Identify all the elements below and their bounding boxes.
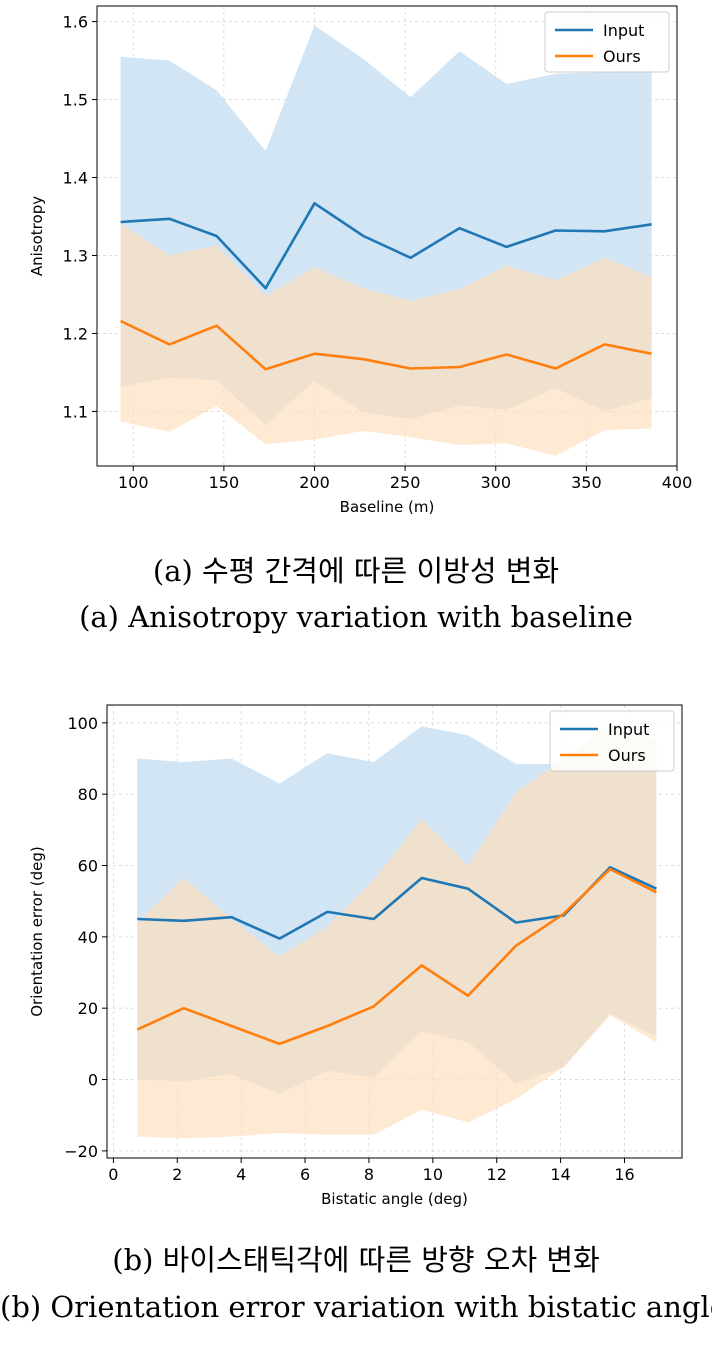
x-tick-label: 0 <box>108 1165 118 1184</box>
y-tick-label: 20 <box>78 999 98 1018</box>
y-axis-label: Orientation error (deg) <box>28 846 46 1017</box>
y-tick-label: 100 <box>67 714 98 733</box>
legend: Input Ours <box>549 710 675 772</box>
x-tick-label: 350 <box>571 473 602 492</box>
series-line-ours <box>136 867 657 1046</box>
y-tick-label: 1.3 <box>63 246 88 265</box>
caption-a-korean: (a) 수평 간격에 따른 이방성 변화 <box>152 554 560 588</box>
y-tick-label: 80 <box>78 785 98 804</box>
x-tick-label: 12 <box>487 1165 507 1184</box>
caption-b-korean: (b) 바이스태틱각에 따른 방향 오차 변화 <box>112 1243 600 1277</box>
x-axis-label: Baseline (m) <box>340 498 435 516</box>
x-tick-label: 2 <box>172 1165 182 1184</box>
anisotropy-chart: 100 150 200 250 300 350 400 1.1 1.2 1.3 1.4 1.5 1.6 B… <box>28 5 693 516</box>
caption-b-english: (b) Orientation error variation with bis… <box>0 1290 712 1324</box>
y-tick-label: 60 <box>78 857 98 876</box>
x-tick-label: 8 <box>364 1165 374 1184</box>
legend-label-ours: Ours <box>603 47 641 66</box>
legend-label-ours: Ours <box>608 746 646 765</box>
x-tick-label: 250 <box>390 473 421 492</box>
x-tick-label: 100 <box>118 473 149 492</box>
orientation-error-chart: 0 2 4 6 8 10 12 14 16 −20 0 20 40 60 80 100 Bistatic ang… <box>28 704 683 1208</box>
x-tick-label: 150 <box>209 473 240 492</box>
y-tick-label: 0 <box>88 1071 98 1090</box>
y-tick-label: 1.6 <box>63 13 88 32</box>
caption-a-english: (a) Anisotropy variation with baseline <box>79 600 633 634</box>
legend: Input Ours <box>544 11 670 73</box>
x-tick-label: 10 <box>423 1165 443 1184</box>
x-axis-label: Bistatic angle (deg) <box>321 1190 468 1208</box>
series-line-input <box>120 202 652 290</box>
y-tick-label: 1.2 <box>63 324 88 343</box>
y-tick-label: 1.1 <box>63 402 88 421</box>
legend-label-input: Input <box>608 720 649 739</box>
x-tick-label: 400 <box>662 473 693 492</box>
y-tick-label: −20 <box>64 1142 98 1161</box>
x-tick-label: 14 <box>550 1165 570 1184</box>
x-tick-label: 16 <box>614 1165 634 1184</box>
band-ours <box>137 722 657 1139</box>
legend-label-input: Input <box>603 21 644 40</box>
y-tick-label: 1.5 <box>63 91 88 110</box>
series-line-ours <box>120 319 652 371</box>
x-tick-label: 6 <box>300 1165 310 1184</box>
band-ours <box>120 223 652 456</box>
x-tick-label: 300 <box>480 473 511 492</box>
plot-frame <box>96 5 678 467</box>
plot-frame <box>106 704 683 1159</box>
x-tick-label: 4 <box>236 1165 246 1184</box>
y-axis-label: Anisotropy <box>28 196 46 276</box>
y-tick-label: 40 <box>78 928 98 947</box>
y-tick-label: 1.4 <box>63 169 88 188</box>
x-tick-label: 200 <box>299 473 330 492</box>
